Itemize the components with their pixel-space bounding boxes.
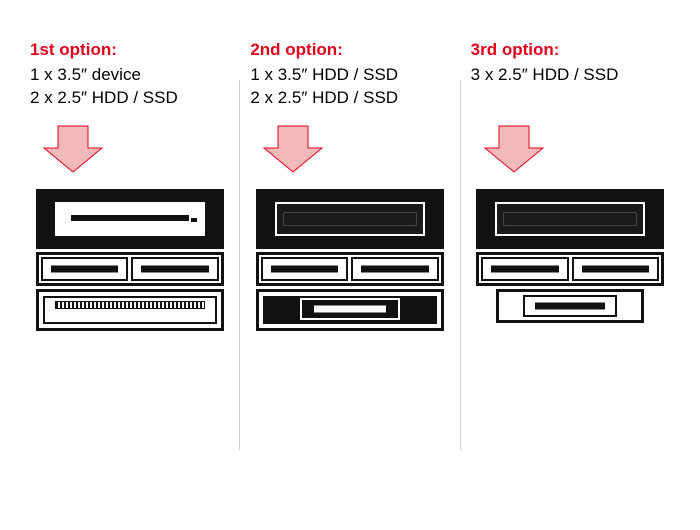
- option-panel-1: 1st option: 1 x 3.5″ device 2 x 2.5″ HDD…: [20, 40, 239, 490]
- dual-25-bay: [476, 252, 664, 286]
- options-container: 1st option: 1 x 3.5″ device 2 x 2.5″ HDD…: [0, 0, 700, 530]
- single-25-bay: [256, 289, 444, 331]
- option-title: 3rd option:: [471, 40, 560, 60]
- down-arrow-icon: [262, 124, 324, 179]
- option-title: 1st option:: [30, 40, 117, 60]
- ssd-slot-center: [523, 295, 617, 317]
- option-line2: 2 x 2.5″ HDD / SSD: [250, 87, 398, 110]
- ssd-slot-right: [572, 257, 660, 281]
- bay-525-top: [256, 189, 444, 249]
- option-line1: 1 x 3.5″ device: [30, 64, 141, 87]
- optical-slot: [71, 215, 189, 221]
- hdd-35-face: [495, 202, 645, 236]
- option-title: 2nd option:: [250, 40, 343, 60]
- ssd-slot-center: [300, 298, 400, 320]
- eject-button-icon: [191, 218, 197, 222]
- down-arrow-icon: [483, 124, 545, 179]
- ssd-slot-left: [41, 257, 129, 281]
- option-line2: 2 x 2.5″ HDD / SSD: [30, 87, 178, 110]
- option-panel-3: 3rd option: 3 x 2.5″ HDD / SSD: [461, 40, 680, 490]
- option-line1: 3 x 2.5″ HDD / SSD: [471, 64, 619, 87]
- optical-drive-face: [55, 202, 205, 236]
- option-line2: [471, 87, 476, 110]
- device-diagram: [36, 189, 224, 331]
- pin-connector-icon: [55, 301, 205, 309]
- device-diagram: [476, 189, 664, 323]
- ide-connector-bay: [36, 289, 224, 331]
- option-line1: 1 x 3.5″ HDD / SSD: [250, 64, 398, 87]
- single-25-bay-narrow: [496, 289, 644, 323]
- hdd-35-face: [275, 202, 425, 236]
- ssd-slot-right: [131, 257, 219, 281]
- hdd-ridge: [283, 212, 417, 226]
- bay-525-top: [476, 189, 664, 249]
- dual-25-bay: [36, 252, 224, 286]
- dual-25-bay: [256, 252, 444, 286]
- option-panel-2: 2nd option: 1 x 3.5″ HDD / SSD 2 x 2.5″ …: [240, 40, 459, 490]
- ssd-slot-left: [481, 257, 569, 281]
- bay-525-top: [36, 189, 224, 249]
- hdd-ridge: [503, 212, 637, 226]
- ssd-slot-left: [261, 257, 349, 281]
- device-diagram: [256, 189, 444, 331]
- ssd-slot-right: [351, 257, 439, 281]
- down-arrow-icon: [42, 124, 104, 179]
